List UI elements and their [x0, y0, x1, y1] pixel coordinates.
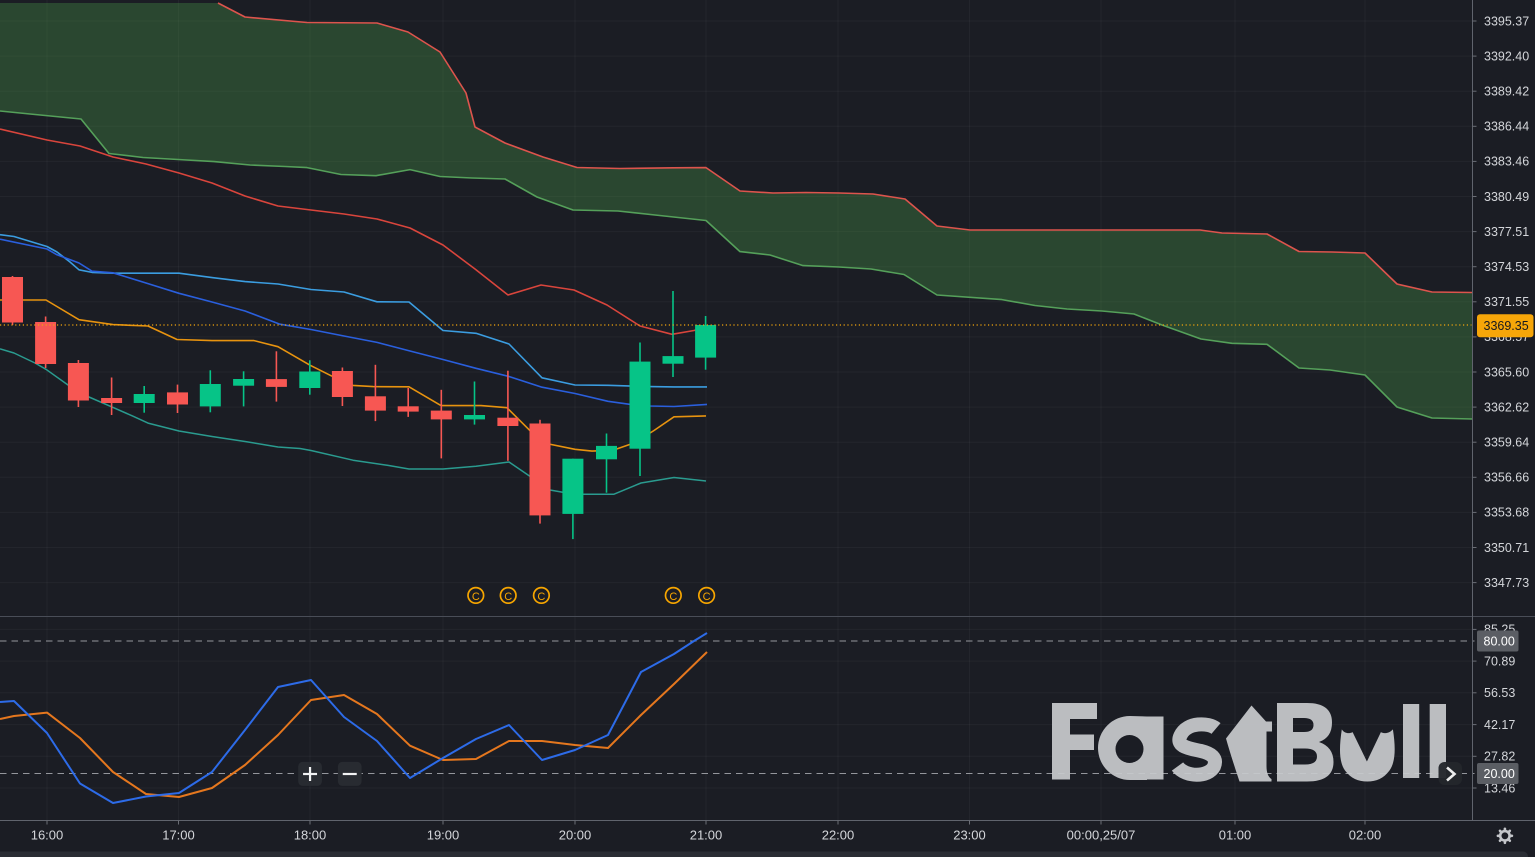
svg-text:3362.62: 3362.62 [1484, 400, 1529, 414]
svg-text:3395.37: 3395.37 [1484, 14, 1529, 28]
svg-text:16:00: 16:00 [31, 828, 64, 843]
svg-text:3369.35: 3369.35 [1484, 319, 1529, 333]
svg-text:19:00: 19:00 [427, 828, 460, 843]
svg-text:3392.40: 3392.40 [1484, 49, 1529, 63]
svg-text:3377.51: 3377.51 [1484, 225, 1529, 239]
svg-text:3371.55: 3371.55 [1484, 295, 1529, 309]
svg-text:3365.60: 3365.60 [1484, 365, 1529, 379]
svg-text:3353.68: 3353.68 [1484, 506, 1529, 520]
svg-text:23:00: 23:00 [953, 828, 986, 843]
svg-text:42.17: 42.17 [1484, 718, 1515, 732]
svg-text:3383.46: 3383.46 [1484, 155, 1529, 169]
svg-text:3347.73: 3347.73 [1484, 576, 1529, 590]
svg-text:C: C [703, 591, 711, 603]
svg-text:C: C [669, 591, 677, 603]
svg-text:C: C [537, 591, 545, 603]
svg-text:3386.44: 3386.44 [1484, 120, 1529, 134]
svg-text:20:00: 20:00 [559, 828, 592, 843]
svg-text:22:00: 22:00 [822, 828, 855, 843]
svg-text:20.00: 20.00 [1484, 767, 1515, 781]
svg-text:3356.66: 3356.66 [1484, 471, 1529, 485]
svg-text:3350.71: 3350.71 [1484, 541, 1529, 555]
svg-text:01:00: 01:00 [1219, 828, 1252, 843]
svg-text:13.46: 13.46 [1484, 781, 1515, 795]
svg-text:3374.53: 3374.53 [1484, 260, 1529, 274]
svg-text:C: C [472, 591, 480, 603]
svg-text:70.89: 70.89 [1484, 654, 1515, 668]
svg-text:02:00: 02:00 [1349, 828, 1382, 843]
svg-text:17:00: 17:00 [162, 828, 195, 843]
svg-text:21:00: 21:00 [690, 828, 723, 843]
svg-text:3389.42: 3389.42 [1484, 85, 1529, 99]
svg-text:56.53: 56.53 [1484, 686, 1515, 700]
svg-text:3380.49: 3380.49 [1484, 190, 1529, 204]
svg-text:00:00,25/07: 00:00,25/07 [1067, 828, 1136, 843]
svg-text:80.00: 80.00 [1484, 635, 1515, 649]
svg-text:C: C [504, 591, 512, 603]
svg-text:27.82: 27.82 [1484, 750, 1515, 764]
svg-text:3359.64: 3359.64 [1484, 436, 1529, 450]
svg-text:18:00: 18:00 [294, 828, 327, 843]
